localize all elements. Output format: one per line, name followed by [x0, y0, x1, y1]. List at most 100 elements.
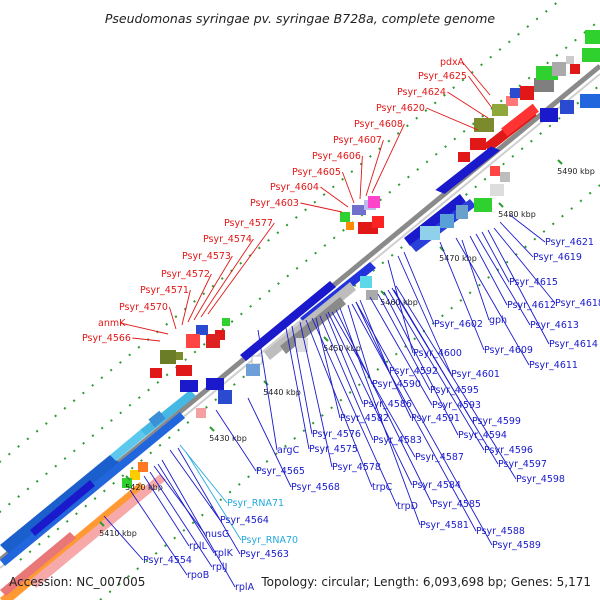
gene-label[interactable]: Psyr_4577 [224, 218, 273, 229]
leader-line [169, 449, 221, 521]
gene-label[interactable]: Psyr_4554 [143, 555, 192, 566]
gene-label[interactable]: Psyr_4625 [418, 71, 467, 82]
leader-line [391, 287, 499, 465]
gene-label[interactable]: Psyr_4587 [415, 452, 464, 463]
gene-label[interactable]: Psyr_4615 [509, 277, 558, 288]
gene-label[interactable]: pdxA [440, 57, 465, 68]
leader-line [331, 311, 416, 458]
gene-label[interactable]: Psyr_4573 [182, 251, 231, 262]
gene-label[interactable]: Psyr_4575 [309, 444, 358, 455]
leader-line [153, 465, 206, 535]
gene-label[interactable]: Psyr_4570 [119, 302, 168, 313]
gene-label[interactable]: Psyr_4592 [389, 366, 438, 377]
gene-label[interactable]: nusG [205, 529, 229, 540]
gene-label[interactable]: Psyr_4584 [412, 480, 461, 491]
leader-line [320, 186, 349, 208]
leader-line [200, 238, 254, 318]
blue-leader-lines [103, 214, 556, 588]
gene-label[interactable]: Psyr_4590 [372, 379, 421, 390]
leader-line [291, 325, 313, 435]
gene-label[interactable]: Psyr_4583 [373, 435, 422, 446]
gene-label[interactable]: Psyr_4593 [432, 400, 481, 411]
gene-label[interactable]: Psyr_RNA71 [227, 498, 284, 509]
gene-label[interactable]: Psyr_4609 [484, 345, 533, 356]
leader-line [509, 214, 546, 243]
leader-line [403, 251, 435, 325]
accession-text: Accession: NC_007005 [9, 575, 145, 589]
cyan-leader-lines [179, 444, 242, 541]
kbp-tick-mark [99, 521, 105, 527]
leader-line [193, 255, 233, 321]
gene-label[interactable]: gph [489, 315, 507, 326]
gene-label[interactable]: Psyr_4612 [507, 300, 556, 311]
gene-label[interactable]: Psyr_4574 [203, 234, 252, 245]
leader-line [439, 241, 485, 351]
leader-line [325, 313, 364, 405]
gene-label[interactable]: Psyr_4596 [484, 445, 533, 456]
gene-label[interactable]: Psyr_4582 [340, 413, 389, 424]
gene-label[interactable]: Psyr_4624 [397, 87, 446, 98]
gene-label[interactable]: Psyr_4566 [82, 333, 131, 344]
gene-label[interactable]: Psyr_4578 [332, 462, 381, 473]
leader-line [305, 319, 373, 488]
kbp-tick-label: 5410 kbp [99, 529, 137, 538]
gene-label[interactable]: Psyr_4613 [530, 320, 579, 331]
gene-label[interactable]: Psyr_4614 [549, 339, 598, 350]
gene-label[interactable]: Psyr_4594 [458, 430, 507, 441]
gene-label[interactable]: Psyr_4571 [140, 285, 189, 296]
gene-label[interactable]: rplJ [212, 562, 227, 573]
gene-label[interactable]: Psyr_4585 [432, 499, 481, 510]
gene-label[interactable]: Psyr_RNA70 [241, 535, 298, 546]
gene-label[interactable]: rplA [235, 582, 255, 593]
gene-label[interactable]: Psyr_4563 [240, 549, 289, 560]
kbp-tick-mark [380, 290, 386, 296]
gene-label[interactable]: Psyr_4597 [498, 459, 547, 470]
red-leader-lines [120, 61, 493, 342]
gene-label[interactable]: Psyr_4588 [476, 526, 525, 537]
gene-label[interactable]: Psyr_4621 [545, 237, 594, 248]
gene-label[interactable]: Psyr_4576 [312, 429, 361, 440]
gene-label[interactable]: Psyr_4568 [291, 482, 340, 493]
leader-line [143, 475, 190, 547]
gene-label[interactable]: Psyr_4606 [312, 151, 361, 162]
topology-text: Topology: circular; Length: 6,093,698 bp… [260, 575, 591, 589]
gene-label[interactable]: Psyr_4591 [411, 413, 460, 424]
gene-label[interactable]: rplK [214, 548, 234, 559]
leader-line [455, 237, 530, 366]
gene-label[interactable]: Psyr_4602 [434, 319, 483, 330]
gene-label[interactable]: Psyr_4605 [292, 167, 341, 178]
gene-label[interactable]: Psyr_4595 [430, 385, 479, 396]
gene-label[interactable]: Psyr_4619 [533, 252, 582, 263]
leader-line [168, 306, 177, 330]
gene-label[interactable]: trpC [372, 482, 393, 493]
gene-label[interactable]: Psyr_4565 [256, 466, 305, 477]
gene-label[interactable]: Psyr_4603 [250, 198, 299, 209]
gene-label[interactable]: rpoB [187, 570, 209, 581]
leader-line [300, 202, 343, 213]
gene-label[interactable]: Psyr_4564 [220, 515, 269, 526]
gene-label[interactable]: trpD [397, 501, 418, 512]
gene-label[interactable]: Psyr_4604 [270, 182, 319, 193]
gene-label[interactable]: Psyr_4581 [420, 520, 469, 531]
leader-line [187, 273, 212, 323]
gene-label[interactable]: Psyr_4598 [516, 474, 565, 485]
gene-label[interactable]: Psyr_4586 [363, 399, 412, 410]
gene-label[interactable]: Psyr_4600 [413, 348, 462, 359]
kbp-tick-label: 5420 kbp [125, 483, 163, 492]
gene-label[interactable]: anmK [98, 318, 126, 329]
gene-label[interactable]: Psyr_4601 [451, 369, 500, 380]
gene-label[interactable]: Psyr_4618 [555, 298, 600, 309]
gene-label[interactable]: rplL [189, 541, 208, 552]
kbp-tick-mark [557, 159, 563, 165]
gene-label[interactable]: Psyr_4608 [354, 119, 403, 130]
gene-label[interactable]: Psyr_4611 [529, 360, 578, 371]
leader-line [397, 255, 452, 375]
gene-label[interactable]: Psyr_4589 [492, 540, 541, 551]
gene-label[interactable]: Psyr_4599 [472, 416, 521, 427]
leader-line [395, 285, 517, 480]
gene-label[interactable]: Psyr_4607 [333, 135, 382, 146]
gene-label[interactable]: Psyr_4572 [161, 269, 210, 280]
gene-label[interactable]: argC [277, 445, 300, 456]
leader-line [315, 317, 341, 419]
gene-label[interactable]: Psyr_4620 [376, 103, 425, 114]
